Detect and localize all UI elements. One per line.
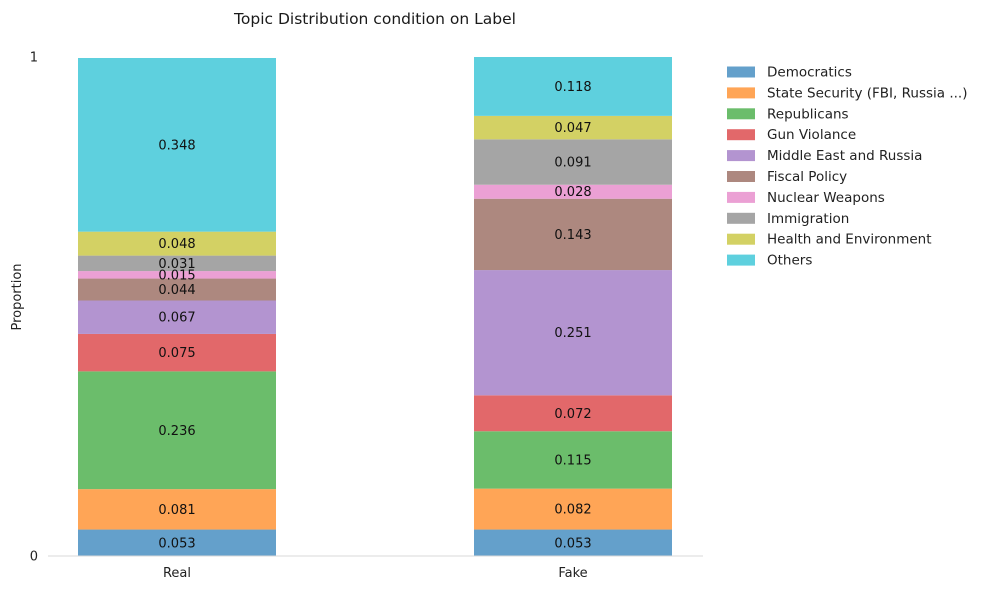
legend-entry: Immigration [767,211,849,227]
segment-value-label: 0.031 [158,257,195,272]
segment-value-label: 0.053 [554,536,591,551]
legend-swatch [727,191,755,203]
x-axis-ticks: Real Fake [163,566,588,581]
segment-value-label: 0.091 [554,156,591,171]
legend-entry: State Security (FBI, Russia ...) [767,85,967,101]
legend-entry: Gun Violance [767,127,856,143]
bar-segment [474,57,672,116]
bar-segment [78,231,276,256]
segment-value-label: 0.082 [554,503,591,518]
bar-segment [474,529,672,556]
bar-segment [474,488,672,530]
x-tick-label: Real [163,566,191,581]
bar-segment [78,57,276,232]
bar-segment [474,395,672,432]
segment-value-label: 0.015 [158,268,195,283]
legend-swatch [727,66,755,78]
bar-segment [78,529,276,556]
legend-swatch [727,87,755,99]
bar-segment [78,333,276,372]
segment-value-label: 0.072 [554,407,591,422]
y-axis-ticks: 01 [30,51,38,565]
segment-value-label: 0.143 [554,228,591,243]
bar-segment [78,489,276,530]
segment-value-label: 0.028 [554,185,591,200]
bars [78,57,672,556]
bar-segment [78,255,276,272]
segment-value-label: 0.236 [158,424,195,439]
legend: Democratics State Security (FBI, Russia .… [727,65,967,269]
legend-swatch [727,254,755,266]
segment-value-label: 0.044 [158,283,195,298]
segment-value-label: 0.348 [158,138,195,153]
bar-segment [474,115,672,140]
bar-segment [78,300,276,334]
bar-segment [474,270,672,396]
chart-title: Topic Distribution condition on Label [233,10,516,28]
bar-segment [474,431,672,489]
legend-entry: Fiscal Policy [767,169,847,185]
bar-segment [474,184,672,199]
segment-value-label: 0.048 [158,237,195,252]
segment-labels: 0.053 0.081 0.236 0.075 0.067 0.0440.0150.031… [158,80,591,551]
legend-entry: Others [767,253,812,269]
bar-segment [78,278,276,301]
legend-entry: Democratics [767,65,852,81]
legend-swatch [727,171,755,182]
legend-entry: Republicans [767,106,849,122]
x-tick-label: Fake [558,566,587,581]
segment-value-label: 0.047 [554,121,591,136]
legend-swatch [727,150,755,162]
segment-value-label: 0.067 [158,311,195,326]
segment-value-label: 0.118 [554,80,591,95]
legend-entry: Health and Environment [767,232,932,248]
legend-swatch [727,108,755,120]
bar-segment [78,371,276,490]
y-tick-label: 0 [30,550,38,565]
segment-value-label: 0.115 [554,453,591,468]
segment-value-label: 0.251 [554,326,591,341]
bar-segment [474,198,672,271]
bar-segment [78,271,276,279]
segment-value-label: 0.053 [158,536,195,551]
y-tick-label: 1 [30,51,38,66]
legend-swatch [727,233,755,245]
bar-segment [474,139,672,185]
legend-swatch [727,212,755,224]
y-axis-label: Proportion [10,263,25,330]
segment-value-label: 0.075 [158,346,195,361]
legend-entry: Nuclear Weapons [767,190,885,206]
legend-swatch [727,129,755,141]
segment-value-label: 0.081 [158,503,195,518]
legend-entry: Middle East and Russia [767,148,922,164]
